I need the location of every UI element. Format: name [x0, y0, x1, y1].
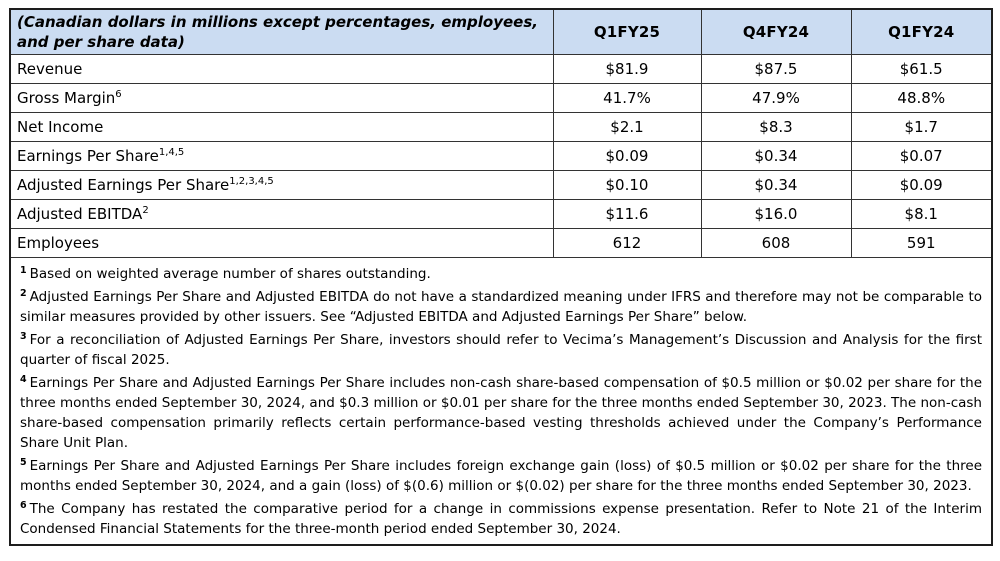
row-label-superscript: 1,2,3,4,5 — [229, 176, 274, 187]
cell-value: $0.07 — [850, 141, 993, 171]
row-label-superscript: 2 — [142, 205, 149, 216]
row-label: Earnings Per Share1,4,5 — [9, 141, 554, 171]
row-label: Employees — [9, 228, 554, 258]
row-label-text: Adjusted Earnings Per Share — [17, 176, 230, 194]
row-label: Adjusted EBITDA2 — [9, 199, 554, 229]
row-label-text: Gross Margin — [17, 89, 116, 107]
footnote-marker: 4 — [20, 373, 27, 385]
footnote-text: Earnings Per Share and Adjusted Earnings… — [20, 375, 982, 451]
footnote-text: Based on weighted average number of shar… — [29, 266, 431, 282]
column-header-q1fy25: Q1FY25 — [552, 8, 702, 55]
cell-value: $8.1 — [850, 199, 993, 229]
row-label-superscript: 6 — [115, 89, 122, 100]
footnote-1: 1 Based on weighted average number of sha… — [20, 264, 982, 284]
footnote-marker: 1 — [20, 264, 27, 276]
table-row-earnings-per-share: Earnings Per Share1,4,5 $0.09 $0.34 $0.0… — [9, 141, 993, 171]
column-header-q4fy24: Q4FY24 — [700, 8, 852, 55]
cell-value: $2.1 — [552, 112, 702, 142]
footnote-3: 3 For a reconciliation of Adjusted Earnin… — [20, 330, 982, 370]
footnote-text: Adjusted Earnings Per Share and Adjusted… — [20, 289, 982, 325]
row-label-text: Adjusted EBITDA — [17, 205, 143, 223]
footnote-6: 6 The Company has restated the comparativ… — [20, 499, 982, 539]
footnote-marker: 6 — [20, 499, 27, 511]
column-header-q1fy24: Q1FY24 — [850, 8, 993, 55]
cell-value: $81.9 — [552, 54, 702, 84]
table-row-revenue: Revenue $81.9 $87.5 $61.5 — [9, 54, 993, 84]
row-label-text: Earnings Per Share — [17, 147, 159, 165]
footnote-marker: 3 — [20, 330, 27, 342]
row-label: Gross Margin6 — [9, 83, 554, 113]
row-label-text: Revenue — [17, 60, 83, 78]
table-row-gross-margin: Gross Margin6 41.7% 47.9% 48.8% — [9, 83, 993, 113]
footnote-4: 4 Earnings Per Share and Adjusted Earning… — [20, 373, 982, 453]
cell-value: $0.34 — [700, 141, 852, 171]
row-label-text: Net Income — [17, 118, 104, 136]
footnote-2: 2 Adjusted Earnings Per Share and Adjuste… — [20, 287, 982, 327]
cell-value: $16.0 — [700, 199, 852, 229]
table-row-employees: Employees 612 608 591 — [9, 228, 993, 258]
cell-value: 41.7% — [552, 83, 702, 113]
cell-value: 608 — [700, 228, 852, 258]
cell-value: $11.6 — [552, 199, 702, 229]
cell-value: $0.34 — [700, 170, 852, 200]
footnote-marker: 5 — [20, 456, 27, 468]
cell-value: $0.10 — [552, 170, 702, 200]
cell-value: 47.9% — [700, 83, 852, 113]
cell-value: $61.5 — [850, 54, 993, 84]
footnote-5: 5 Earnings Per Share and Adjusted Earning… — [20, 456, 982, 496]
footnote-text: The Company has restated the comparative… — [20, 501, 982, 537]
cell-value: 612 — [552, 228, 702, 258]
cell-value: $8.3 — [700, 112, 852, 142]
footnote-marker: 2 — [20, 287, 27, 299]
row-label-text: Employees — [17, 234, 100, 252]
footnotes-cell: 1 Based on weighted average number of sha… — [9, 257, 993, 546]
table-row-net-income: Net Income $2.1 $8.3 $1.7 — [9, 112, 993, 142]
row-label: Revenue — [9, 54, 554, 84]
financial-summary-table: (Canadian dollars in millions except per… — [9, 8, 993, 546]
footnote-text: For a reconciliation of Adjusted Earning… — [20, 332, 982, 368]
row-label: Net Income — [9, 112, 554, 142]
cell-value: 591 — [850, 228, 993, 258]
cell-value: $1.7 — [850, 112, 993, 142]
table-unit-note: (Canadian dollars in millions except per… — [9, 8, 554, 55]
table-header-row: (Canadian dollars in millions except per… — [9, 8, 993, 55]
cell-value: 48.8% — [850, 83, 993, 113]
cell-value: $0.09 — [552, 141, 702, 171]
row-label-superscript: 1,4,5 — [158, 147, 185, 158]
cell-value: $87.5 — [700, 54, 852, 84]
cell-value: $0.09 — [850, 170, 993, 200]
footnote-text: Earnings Per Share and Adjusted Earnings… — [20, 458, 982, 494]
row-label: Adjusted Earnings Per Share1,2,3,4,5 — [9, 170, 554, 200]
table-footnotes-row: 1 Based on weighted average number of sha… — [9, 257, 993, 546]
table-row-adjusted-earnings-per-share: Adjusted Earnings Per Share1,2,3,4,5 $0.… — [9, 170, 993, 200]
table-row-adjusted-ebitda: Adjusted EBITDA2 $11.6 $16.0 $8.1 — [9, 199, 993, 229]
